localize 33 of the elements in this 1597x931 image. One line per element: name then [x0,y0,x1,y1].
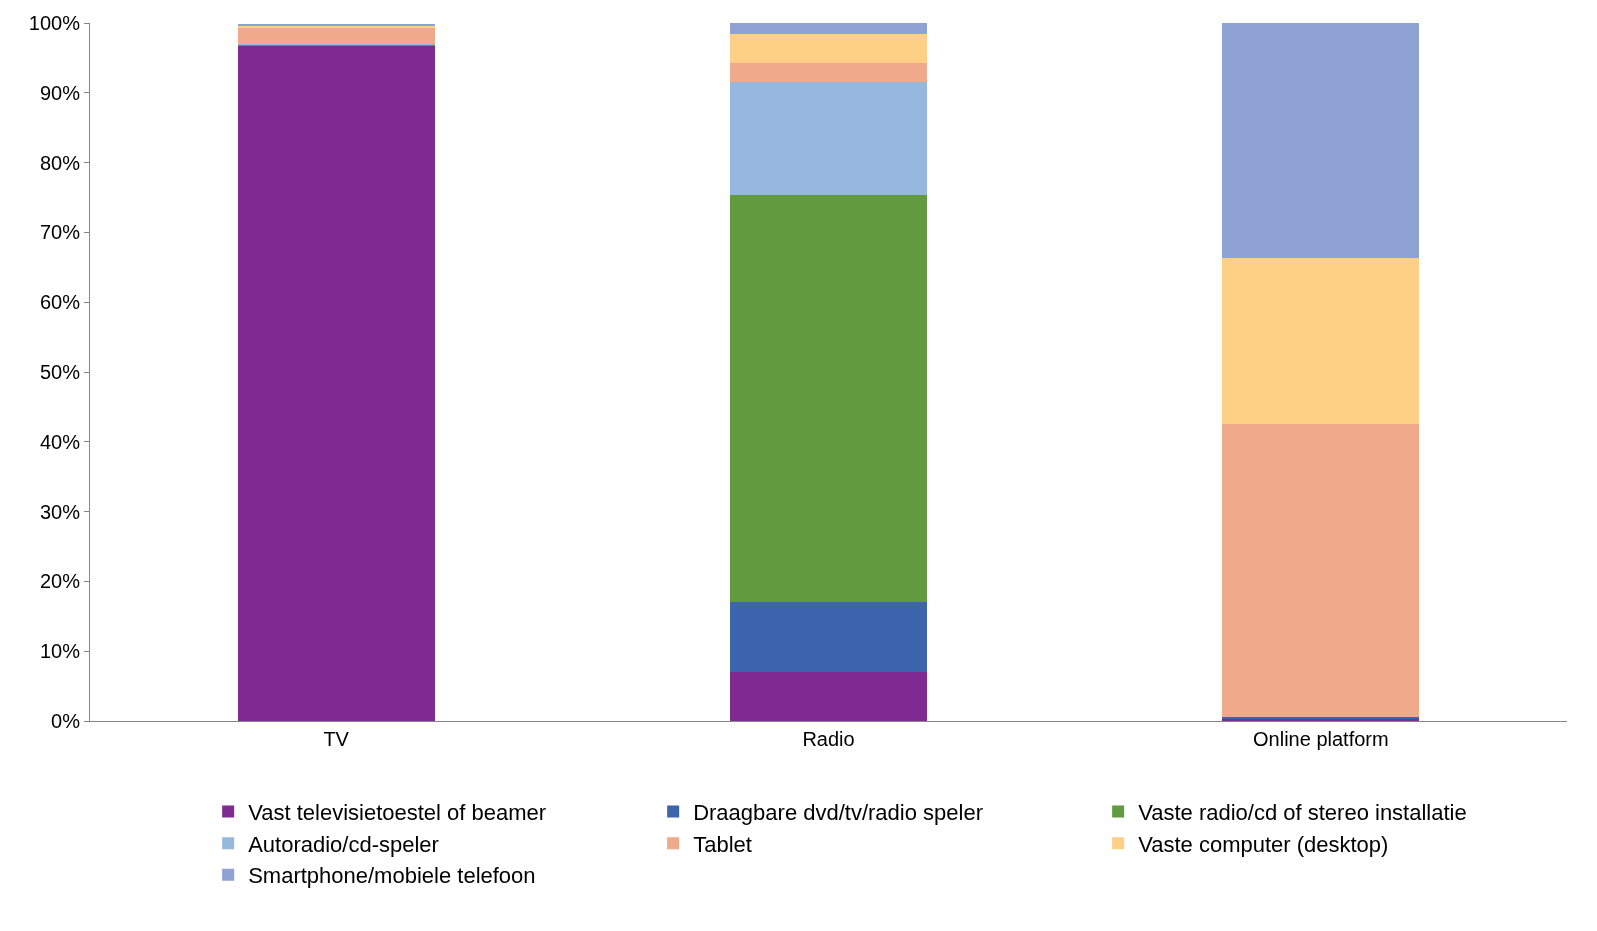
bar [1222,423,1420,717]
legend-label: Vast televisietoestel of beamer [248,800,547,826]
x-tick-label: Online platform [1253,728,1389,750]
legend-label: Vaste radio/cd of stereo installatie [1138,800,1467,826]
bar [730,672,927,721]
y-tick-label: 80% [39,151,81,174]
legend-label: Autoradio/cd-speler [248,831,439,857]
bar [237,45,435,721]
legend-label: Tablet [693,831,752,857]
bar [1222,23,1420,259]
y-tick-label: 60% [39,291,81,314]
bar [730,602,927,673]
y-tick-label: 20% [39,570,81,593]
bar [237,27,435,44]
y-tick-label: 10% [39,640,81,663]
bar [730,23,927,35]
y-tick-label: 70% [39,221,81,244]
y-tick-label: 100% [28,12,81,34]
y-tick-label: 0% [51,710,81,732]
x-tick-label: Radio [802,728,855,750]
bar [730,194,927,603]
bar [730,82,927,195]
x-tick-label: TV [323,728,350,750]
legend-label: Smartphone/mobiele telefoon [248,863,536,889]
y-tick-label: 40% [39,430,81,453]
y-tick-label: 90% [39,81,81,104]
y-tick-label: 50% [39,361,81,383]
bar [730,62,927,83]
bar [1222,258,1420,424]
bar [730,34,927,63]
legend-label: Draagbare dvd/tv/radio speler [693,800,983,826]
legend-label: Vaste computer (desktop) [1138,831,1389,857]
y-tick-label: 30% [39,500,81,523]
